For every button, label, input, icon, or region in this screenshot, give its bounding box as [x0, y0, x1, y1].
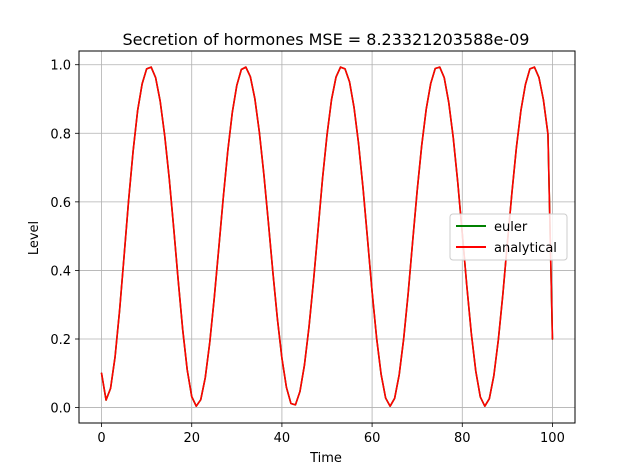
plot-series — [100, 66, 554, 408]
legend-label-euler: euler — [494, 220, 528, 235]
x-tick-label: 80 — [454, 431, 471, 446]
y-tick-label: 0.2 — [50, 333, 71, 348]
y-tick-label: 0.0 — [50, 402, 71, 417]
x-tick-label: 20 — [183, 431, 200, 446]
y-axis-label: Level — [27, 221, 42, 255]
x-axis-ticks: 0 20 40 60 80 100 — [97, 423, 565, 446]
x-tick-label: 40 — [274, 431, 291, 446]
y-tick-label: 0.6 — [50, 196, 71, 211]
x-tick-label: 100 — [540, 431, 565, 446]
y-axis-ticks: 0.0 0.2 0.4 0.6 0.8 1.0 — [50, 59, 79, 417]
y-tick-label: 0.8 — [50, 127, 71, 142]
chart-title: Secretion of hormones MSE = 8.2332120358… — [123, 30, 530, 49]
x-tick-label: 0 — [97, 431, 105, 446]
plot-area-frame — [78, 50, 576, 424]
x-tick-label: 60 — [364, 431, 381, 446]
series-line-analytical — [100, 66, 554, 408]
y-tick-label: 0.4 — [50, 264, 71, 279]
legend-label-analytical: analytical — [494, 241, 557, 256]
legend: euler analytical — [449, 213, 568, 261]
x-axis-label: Time — [309, 451, 342, 466]
y-tick-label: 1.0 — [50, 59, 71, 74]
